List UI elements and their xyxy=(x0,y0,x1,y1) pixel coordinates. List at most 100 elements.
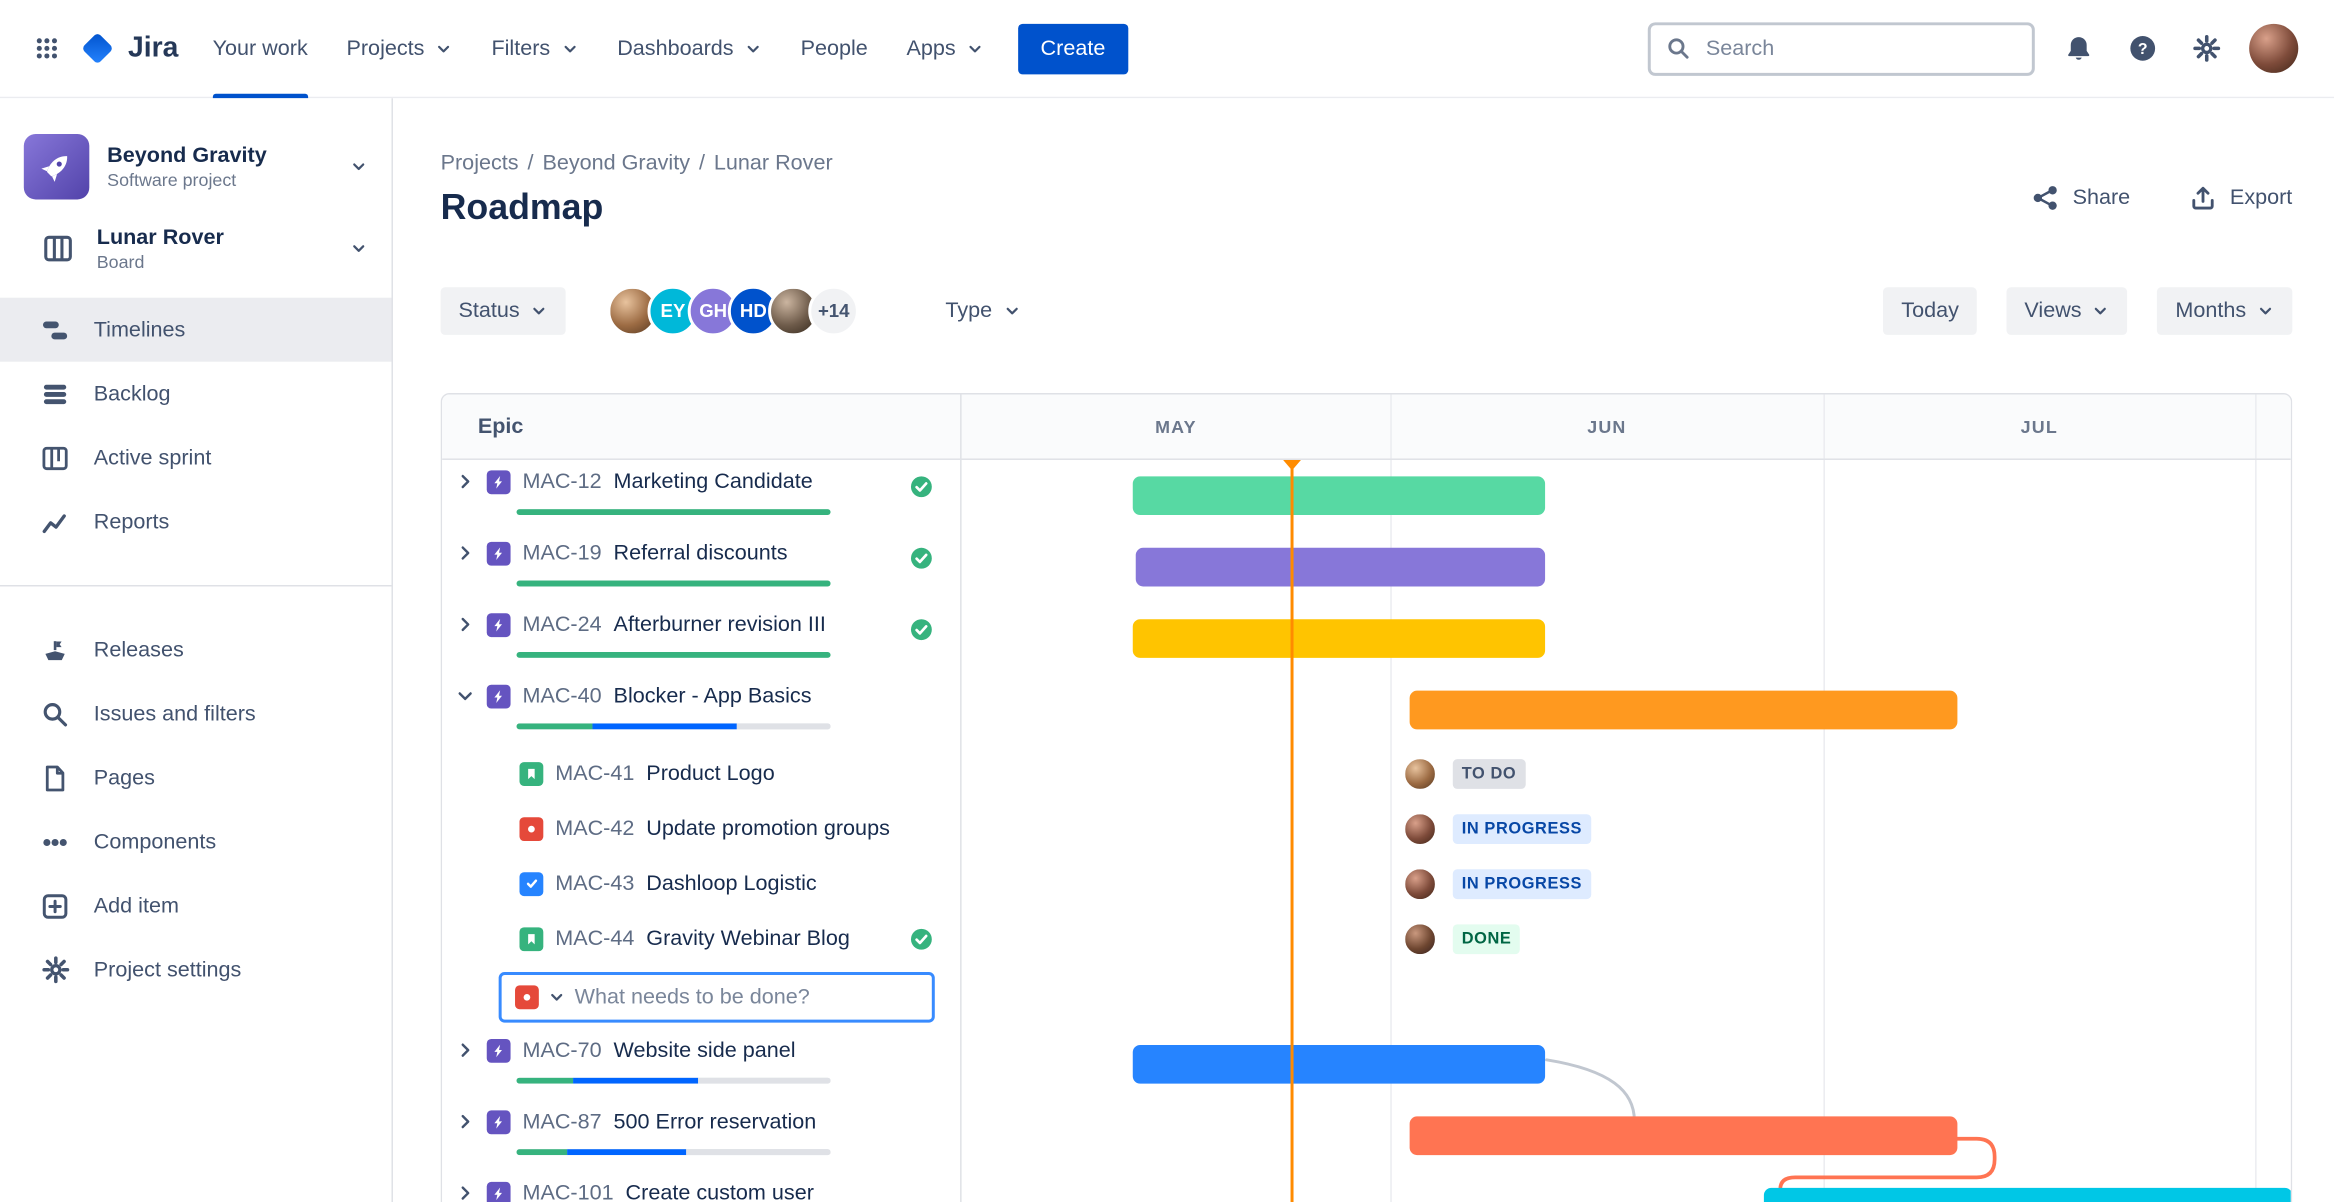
board-switcher[interactable]: Lunar Rover Board xyxy=(0,214,391,282)
breadcrumb-link-lunar-rover[interactable]: Lunar Rover xyxy=(713,151,833,176)
sidebar-item-backlog[interactable]: Backlog xyxy=(0,362,391,426)
months-button[interactable]: Months xyxy=(2157,287,2293,335)
breadcrumb: Projects / Beyond Gravity / Lunar Rover xyxy=(441,152,2293,176)
timeline-bar-MAC-40[interactable] xyxy=(1409,690,1958,730)
user-avatar[interactable] xyxy=(2249,23,2299,73)
nav-item-dashboards[interactable]: Dashboards xyxy=(598,0,781,97)
breadcrumb-link-projects[interactable]: Projects xyxy=(440,151,519,176)
chevron-right-icon[interactable] xyxy=(454,614,475,635)
status-filter-button[interactable]: Status xyxy=(440,287,566,335)
filter-avatar[interactable]: HD xyxy=(728,285,779,337)
sidebar-item-components[interactable]: Components xyxy=(0,810,391,874)
views-button[interactable]: Views xyxy=(2006,287,2128,335)
timeline-bar-MAC-12[interactable] xyxy=(1132,476,1546,516)
sidebar-item-label: Timelines xyxy=(93,317,186,342)
app-switcher-icon[interactable] xyxy=(21,23,72,74)
status-badge-MAC-41[interactable]: TO DO xyxy=(1452,758,1526,789)
nav-item-filters[interactable]: Filters xyxy=(472,0,598,97)
global-search[interactable] xyxy=(1647,21,2035,76)
chevron-down-icon xyxy=(1003,302,1021,320)
month-gridline xyxy=(1823,394,1825,459)
export-button[interactable]: Export xyxy=(2190,185,2292,212)
epic-progress-bar xyxy=(516,580,831,587)
epic-type-icon xyxy=(486,469,511,494)
nav-item-people[interactable]: People xyxy=(781,0,887,97)
issue-key: MAC-40 xyxy=(522,683,602,708)
filter-bar: Status EY GH HD +14 Type Today Views Months xyxy=(440,285,2293,337)
assignee-avatar-MAC-42[interactable] xyxy=(1402,810,1438,847)
assignee-avatar-MAC-41[interactable] xyxy=(1402,755,1438,792)
issue-row-MAC-42[interactable]: MAC-42 Update promotion groups xyxy=(442,801,960,856)
issue-summary: Create custom user xyxy=(625,1181,814,1202)
add-icon xyxy=(40,891,70,921)
views-label: Views xyxy=(2024,299,2082,324)
chevron-down-icon[interactable] xyxy=(454,685,475,706)
sidebar-menu-project: Releases Issues and filters Pages Compon… xyxy=(0,618,391,1002)
inline-create-input[interactable]: What needs to be done? xyxy=(498,972,935,1023)
today-marker-line xyxy=(1290,459,1294,1202)
sidebar-item-project-settings[interactable]: Project settings xyxy=(0,938,391,1002)
settings-gear-icon[interactable] xyxy=(2185,28,2227,70)
chevron-right-icon[interactable] xyxy=(454,543,475,564)
notifications-icon[interactable] xyxy=(2057,28,2099,70)
done-check-icon xyxy=(909,546,933,570)
sidebar-item-reports[interactable]: Reports xyxy=(0,490,391,554)
type-filter-label: Type xyxy=(945,299,993,324)
share-button[interactable]: Share xyxy=(2032,185,2130,212)
sidebar-item-releases[interactable]: Releases xyxy=(0,618,391,682)
status-badge-MAC-44[interactable]: DONE xyxy=(1452,923,1521,954)
chevron-down-icon xyxy=(2257,302,2275,320)
sidebar-item-active-sprint[interactable]: Active sprint xyxy=(0,426,391,490)
sidebar-item-pages[interactable]: Pages xyxy=(0,746,391,810)
epic-row-MAC-12[interactable]: MAC-12 Marketing Candidate xyxy=(442,460,960,531)
timeline-bar-MAC-19[interactable] xyxy=(1135,547,1546,587)
type-filter-button[interactable]: Type xyxy=(928,287,1039,335)
create-button[interactable]: Create xyxy=(1018,23,1128,74)
timeline-bar-MAC-101[interactable] xyxy=(1763,1187,2291,1202)
status-badge-MAC-42[interactable]: IN PROGRESS xyxy=(1452,813,1591,844)
nav-item-your-work[interactable]: Your work xyxy=(193,0,327,98)
assignee-avatar-MAC-44[interactable] xyxy=(1402,920,1438,957)
issue-row-MAC-41[interactable]: MAC-41 Product Logo xyxy=(442,746,960,801)
status-badge-MAC-43[interactable]: IN PROGRESS xyxy=(1452,868,1591,899)
issue-row-MAC-43[interactable]: MAC-43 Dashloop Logistic xyxy=(442,856,960,911)
today-button[interactable]: Today xyxy=(1883,287,1977,335)
timeline-bar-MAC-87[interactable] xyxy=(1409,1116,1958,1156)
sidebar-item-issues-and-filters[interactable]: Issues and filters xyxy=(0,682,391,746)
filter-avatar[interactable]: GH xyxy=(687,285,739,337)
issue-row-MAC-44[interactable]: MAC-44 Gravity Webinar Blog xyxy=(442,911,960,966)
epic-list: MAC-12 Marketing Candidate MAC-19 Referr… xyxy=(442,459,962,1202)
epic-progress-bar xyxy=(516,723,831,730)
epic-row-MAC-19[interactable]: MAC-19 Referral discounts xyxy=(442,531,960,602)
epic-row-MAC-87[interactable]: MAC-87 500 Error reservation xyxy=(442,1100,960,1171)
epic-row-MAC-101[interactable]: MAC-101 Create custom user xyxy=(442,1171,960,1202)
help-icon[interactable]: ? xyxy=(2121,28,2163,70)
chevron-right-icon[interactable] xyxy=(454,1111,475,1132)
epic-row-MAC-24[interactable]: MAC-24 Afterburner revision III xyxy=(442,603,960,674)
done-check-icon xyxy=(909,927,933,951)
breadcrumb-link-beyond-gravity[interactable]: Beyond Gravity xyxy=(542,151,691,176)
sidebar-item-add-item[interactable]: Add item xyxy=(0,874,391,938)
chevron-right-icon[interactable] xyxy=(454,1040,475,1061)
chevron-right-icon[interactable] xyxy=(454,1183,475,1202)
timeline-bar-MAC-70[interactable] xyxy=(1132,1044,1546,1084)
inline-create-placeholder: What needs to be done? xyxy=(574,985,810,1010)
issue-type-picker-chevron-icon[interactable] xyxy=(548,988,566,1006)
epic-row-MAC-40[interactable]: MAC-40 Blocker - App Basics xyxy=(442,674,960,745)
assignee-avatar-MAC-43[interactable] xyxy=(1402,865,1438,902)
sidebar-item-label: Backlog xyxy=(93,381,171,406)
jira-logo[interactable]: Jira xyxy=(71,28,193,68)
timeline-bar-MAC-24[interactable] xyxy=(1132,619,1546,658)
search-input[interactable] xyxy=(1702,34,2017,62)
nav-item-projects[interactable]: Projects xyxy=(327,0,472,97)
chevron-right-icon[interactable] xyxy=(454,471,475,492)
project-switcher[interactable]: Beyond Gravity Software project xyxy=(0,131,391,202)
nav-item-label: Filters xyxy=(491,36,551,61)
sidebar-item-timelines[interactable]: Timelines xyxy=(0,297,392,362)
nav-item-apps[interactable]: Apps xyxy=(887,0,1003,97)
sidebar-item-label: Issues and filters xyxy=(93,701,256,726)
search-icon xyxy=(1666,36,1691,61)
epic-row-MAC-70[interactable]: MAC-70 Website side panel xyxy=(442,1029,960,1100)
filter-avatar-overflow[interactable]: +14 xyxy=(808,285,860,337)
